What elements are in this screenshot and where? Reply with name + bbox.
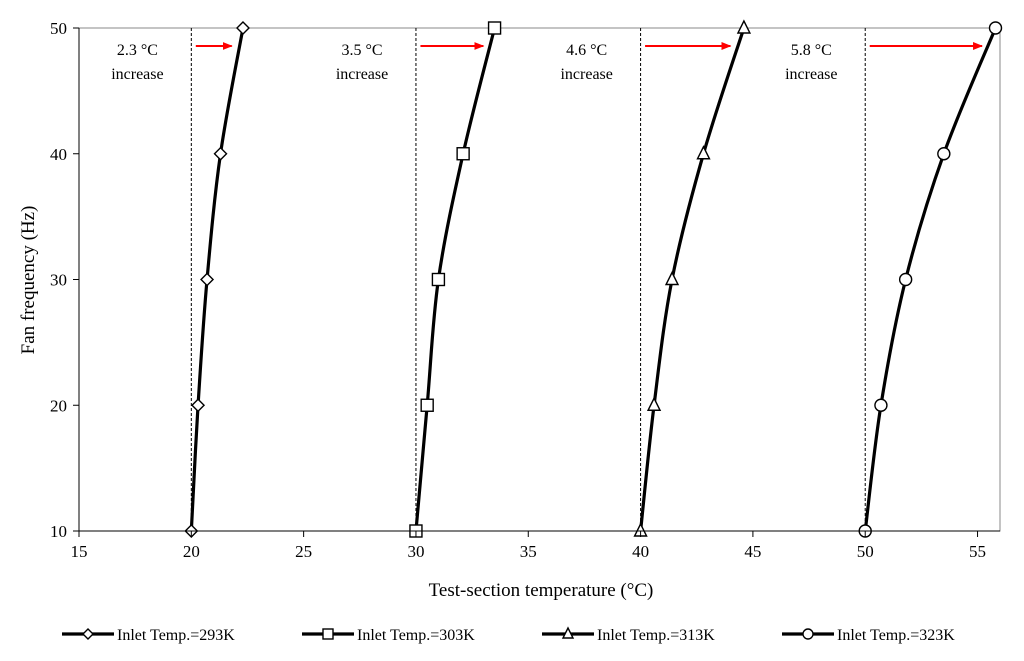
legend-item-4: Inlet Temp.=323K — [782, 627, 955, 644]
data-point — [988, 21, 1003, 35]
y-tick-label: 20 — [50, 396, 67, 415]
annotation-label: increase — [111, 66, 163, 83]
annotation-value: 4.6 °C — [566, 42, 607, 59]
series-line — [414, 26, 497, 533]
data-point — [874, 398, 888, 412]
annotation-label: increase — [785, 66, 837, 83]
x-tick-label: 50 — [857, 542, 874, 561]
legend-item-3: Inlet Temp.=313K — [542, 626, 715, 644]
series-2 — [409, 21, 502, 538]
data-point — [213, 146, 228, 161]
annotation-label: increase — [336, 66, 388, 83]
annotation-value: 5.8 °C — [791, 42, 832, 59]
y-tick-label: 10 — [50, 522, 67, 541]
data-point — [420, 398, 434, 412]
data-point — [235, 21, 250, 35]
series-line — [638, 26, 746, 533]
plot-area — [78, 27, 1001, 532]
data-point — [696, 145, 711, 160]
annotation-label: increase — [560, 66, 612, 83]
legend-marker — [82, 628, 94, 640]
x-axis-title: Test-section temperature (°C) — [429, 580, 654, 601]
data-point — [191, 398, 206, 413]
data-point — [456, 147, 470, 161]
legend-marker — [561, 626, 575, 639]
series-3 — [633, 19, 752, 537]
axes: 15 20 25 30 35 40 45 50 55 10 20 30 40 50 — [50, 19, 1000, 561]
annotation: 3.5 °C increase — [336, 42, 485, 83]
y-tick-label: 40 — [50, 145, 67, 164]
y-tick-label: 30 — [50, 271, 67, 290]
data-point — [736, 19, 752, 34]
y-axis-title: Fan frequency (Hz) — [18, 206, 39, 355]
x-tick-label: 35 — [520, 542, 537, 561]
data-point — [646, 396, 662, 411]
series-1 — [184, 21, 250, 538]
x-tick-label: 15 — [71, 542, 88, 561]
x-tick-label: 55 — [969, 542, 986, 561]
series-line — [189, 26, 245, 533]
x-tick-label: 25 — [295, 542, 312, 561]
annotation: 4.6 °C increase — [560, 42, 732, 83]
legend-label: Inlet Temp.=313K — [597, 627, 715, 644]
annotation-value: 3.5 °C — [341, 42, 382, 59]
x-tick-label: 45 — [744, 542, 761, 561]
y-tick-label: 50 — [50, 19, 67, 38]
reference-lines — [190, 28, 866, 531]
legend: Inlet Temp.=293K Inlet Temp.=303K Inlet Te… — [62, 626, 955, 644]
legend-label: Inlet Temp.=293K — [117, 627, 235, 644]
legend-label: Inlet Temp.=303K — [357, 627, 475, 644]
plot-border — [78, 27, 1001, 532]
legend-item-1: Inlet Temp.=293K — [62, 627, 235, 644]
annotations: 2.3 °C increase 3.5 °C increase 4.6 °C increa… — [111, 42, 984, 83]
x-tick-label: 40 — [632, 542, 649, 561]
data-point — [200, 272, 215, 287]
legend-label: Inlet Temp.=323K — [837, 627, 955, 644]
data-point — [487, 21, 502, 35]
data-point — [937, 147, 951, 161]
data-point — [431, 272, 446, 287]
x-tick-label: 30 — [407, 542, 424, 561]
data-point — [898, 272, 913, 287]
annotation-value: 2.3 °C — [117, 42, 158, 59]
legend-marker — [322, 628, 334, 640]
data-point — [664, 270, 680, 286]
legend-marker — [802, 628, 814, 640]
legend-item-2: Inlet Temp.=303K — [302, 627, 475, 644]
x-tick-label: 20 — [183, 542, 200, 561]
series-4 — [858, 21, 1003, 538]
series-layer — [184, 19, 1003, 538]
annotation: 5.8 °C increase — [785, 42, 984, 83]
series-line — [863, 26, 998, 533]
annotation: 2.3 °C increase — [111, 42, 233, 83]
